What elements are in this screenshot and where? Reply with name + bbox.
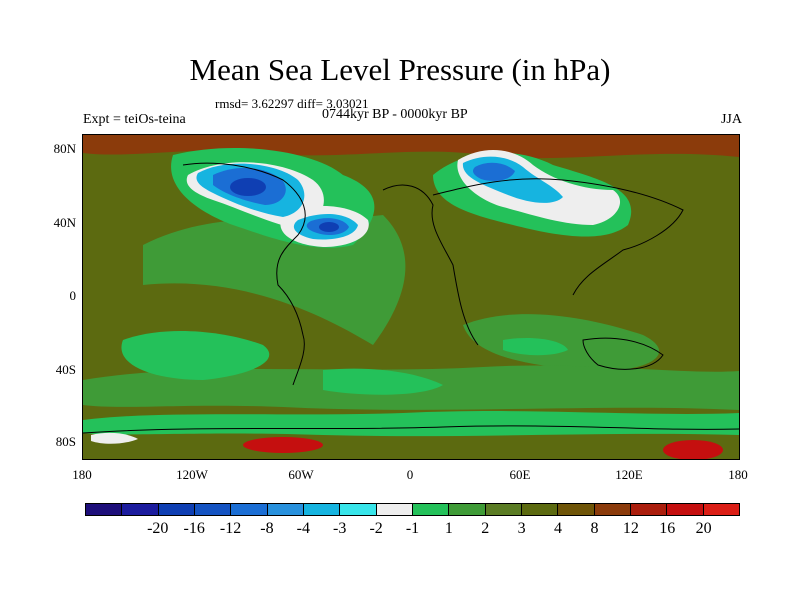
colorbar-label: -12 [219,520,242,537]
colorbar-swatch [158,504,195,515]
atlantic-band [143,215,406,345]
colorbar-label: -2 [369,520,383,537]
colorbar-label: -8 [260,520,274,537]
colorbar-swatch [521,504,559,515]
season-label: JJA [720,112,742,127]
lat-label: 0 [69,288,77,303]
na-core [230,178,266,196]
lon-label: 180 [728,467,748,482]
stats-label: rmsd= 3.62297 diff= 3.03021 [215,96,369,111]
lat-label: 40N [53,215,76,230]
map-panel [82,134,740,460]
red-patch-2 [243,437,323,453]
colorbar-swatch [231,504,268,515]
lon-label: 60E [509,467,531,482]
colorbar-label: 16 [659,520,676,537]
colorbar-swatch [485,504,522,515]
red-patch-1 [663,440,723,459]
lat-label: 80S [55,434,76,449]
colorbar-swatch [194,504,232,515]
lon-label: 120E [615,467,643,482]
contour-map [83,135,739,459]
colorbar-label: 12 [622,520,639,537]
colorbar-label: -16 [183,520,205,537]
lat-label: 80N [53,141,76,156]
colorbar-swatch [122,504,159,515]
eu-blue [473,162,515,181]
colorbar-label: 2 [481,520,490,537]
colorbar-swatch [630,504,668,515]
colorbar-label: -3 [333,520,347,537]
plot-title: Mean Sea Level Pressure (in hPa) [189,52,611,87]
colorbar-label: 3 [517,520,526,537]
colorbar-label: -20 [147,520,169,537]
lon-label: 120W [176,467,208,482]
colorbar-label: -4 [296,520,310,537]
sh-green-2 [323,368,443,395]
antarctic-white [91,432,138,444]
colorbar-swatch [86,504,123,515]
experiment-label: Expt = teiOs-teina [83,112,186,127]
colorbar-swatch [303,504,341,515]
colorbar-label: 8 [590,520,599,537]
lat-label: 40S [55,362,76,377]
atl-core [319,222,339,232]
colorbar-swatch [340,504,377,515]
colorbar-swatch [267,504,304,515]
colorbar-swatch [412,504,450,515]
colorbar-label: 20 [695,520,712,537]
sh-green-3 [503,338,568,356]
lon-label: 0 [406,467,414,482]
pacific-band [463,314,660,371]
colorbar [85,503,740,516]
colorbar-swatch [667,504,704,515]
colorbar-swatch [449,504,486,515]
colorbar-label: 4 [554,520,563,537]
colorbar-swatch [558,504,595,515]
period-label: 0744kyr BP - 0000kyr BP [322,107,468,122]
coastlines [83,162,739,434]
colorbar-label: 1 [444,520,453,537]
sh-green-1 [121,330,270,380]
colorbar-swatch [376,504,413,515]
colorbar-swatch [703,504,739,515]
antarctic-green [83,411,739,437]
colorbar-swatch [594,504,631,515]
lon-label: 60W [288,467,314,482]
colorbar-label: -1 [405,520,420,537]
arctic-high [83,135,739,159]
lon-label: 180 [72,467,92,482]
